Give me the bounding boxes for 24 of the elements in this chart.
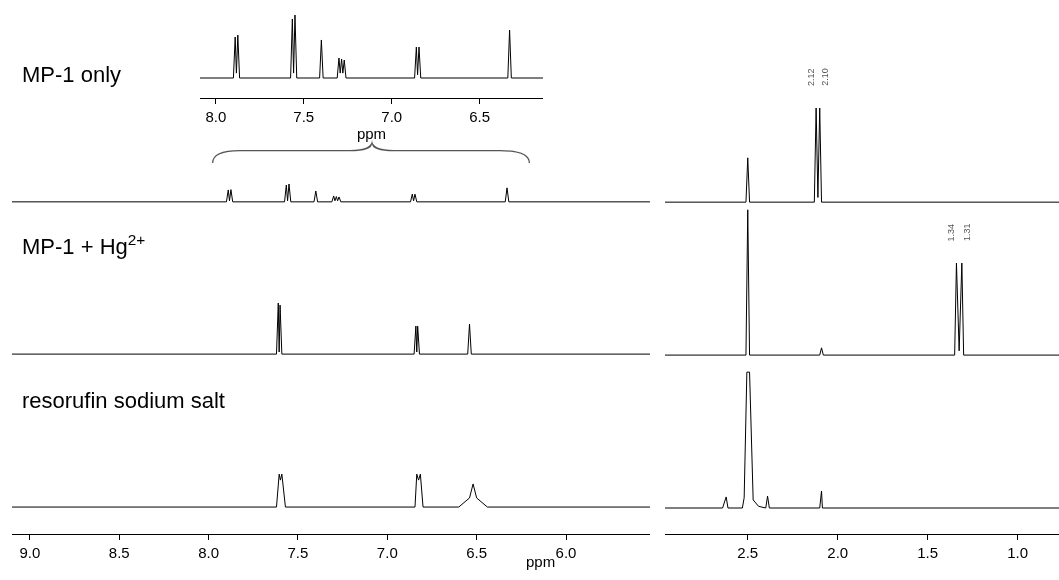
annotation: 2.10 — [819, 68, 830, 86]
x-axis-title: ppm — [526, 553, 556, 570]
x-tick-label: 1.0 — [1007, 544, 1029, 561]
annotation: MP-1 + Hg$^{2+}$ — [22, 231, 146, 260]
annotation: 1.31 — [961, 223, 972, 241]
x-tick-label: 1.5 — [917, 544, 939, 561]
annotation: 1.34 — [946, 223, 957, 242]
x-tick-label: 7.5 — [293, 108, 315, 125]
x-tick-label: 8.5 — [108, 544, 130, 561]
x-tick-label: 9.0 — [19, 544, 41, 561]
x-tick-label: 6.5 — [466, 544, 488, 561]
text: MP-1 only — [22, 62, 122, 87]
annotation: 2.12 — [806, 68, 817, 87]
x-tick-label: 7.5 — [287, 544, 309, 561]
x-tick-label: 8.0 — [205, 108, 227, 125]
x-tick-label: 2.0 — [827, 544, 849, 561]
x-axis-title: ppm — [356, 125, 387, 142]
x-tick-label: 2.5 — [737, 544, 759, 561]
x-tick-label: 8.0 — [198, 544, 220, 561]
annotation: resorufin sodium salt — [22, 388, 225, 413]
x-tick-label: 6.0 — [555, 544, 577, 561]
x-tick-label: 6.5 — [469, 108, 491, 125]
x-tick-label: 7.0 — [376, 544, 398, 561]
x-tick-label: 7.0 — [381, 108, 403, 125]
